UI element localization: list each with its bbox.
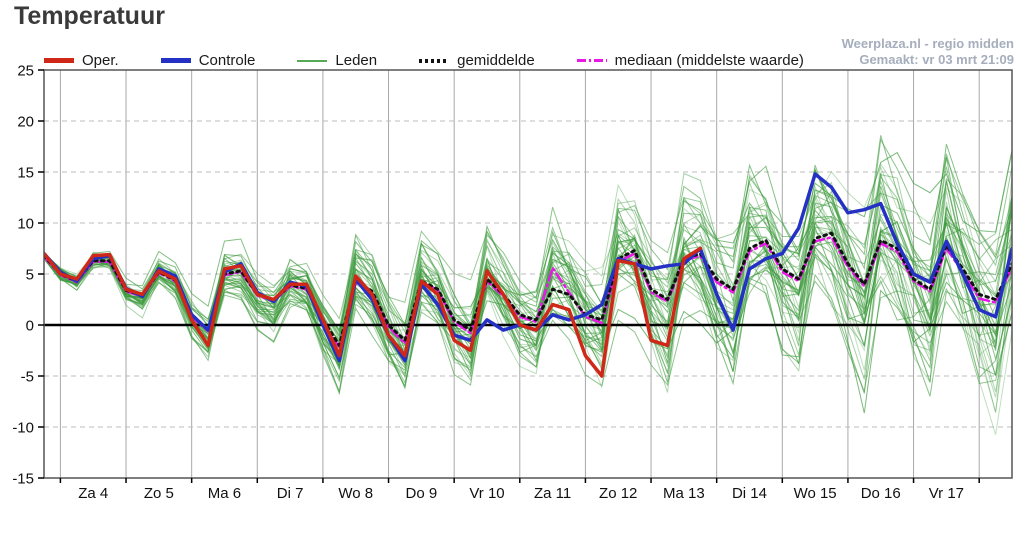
leden-line-swatch-icon (297, 59, 328, 62)
series-line-oper (44, 246, 703, 378)
svg-text:Do 16: Do 16 (861, 485, 901, 502)
svg-text:20: 20 (17, 113, 34, 130)
legend-label-oper: Oper. (82, 52, 119, 69)
svg-text:10: 10 (17, 215, 34, 232)
gemiddelde-line-swatch-icon (419, 58, 450, 63)
svg-text:5: 5 (26, 266, 34, 283)
svg-text:Di 7: Di 7 (277, 485, 304, 502)
watermark-created: Gemaakt: vr 03 mrt 21:09 (859, 52, 1014, 67)
svg-text:Vr 10: Vr 10 (469, 485, 504, 502)
svg-text:15: 15 (17, 164, 34, 181)
svg-text:-10: -10 (12, 419, 34, 436)
svg-text:Vr 17: Vr 17 (929, 485, 964, 502)
svg-text:-15: -15 (12, 470, 34, 487)
svg-text:Ma 6: Ma 6 (208, 485, 241, 502)
svg-text:25: 25 (17, 62, 34, 79)
svg-text:Wo 8: Wo 8 (338, 485, 373, 502)
legend-item-gemiddelde: gemiddelde (419, 52, 535, 69)
svg-text:Zo 12: Zo 12 (599, 485, 637, 502)
legend-item-controle: Controle (160, 52, 256, 69)
legend-item-leden: Leden (297, 52, 377, 69)
legend-label-gemiddelde: gemiddelde (457, 52, 535, 69)
legend-label-mediaan: mediaan (middelste waarde) (614, 52, 804, 69)
svg-text:Za 11: Za 11 (534, 485, 571, 502)
mediaan-line-swatch-icon (576, 59, 607, 62)
chart-legend: Oper. Controle Leden gemiddelde mediaan … (44, 52, 804, 69)
svg-text:Zo 5: Zo 5 (144, 485, 174, 502)
svg-text:Za 4: Za 4 (78, 485, 108, 502)
legend-item-oper: Oper. (44, 52, 119, 69)
legend-label-controle: Controle (198, 52, 256, 69)
legend-label-leden: Leden (335, 52, 378, 69)
forecast-lines (44, 172, 1012, 378)
watermark: Weerplaza.nl - regio midden Gemaakt: vr … (842, 36, 1014, 68)
svg-text:-5: -5 (21, 368, 34, 385)
y-axis-labels: 25 20 15 10 5 0 -5 -10 -15 (12, 62, 44, 487)
watermark-source: Weerplaza.nl - regio midden (841, 36, 1014, 51)
svg-text:0: 0 (26, 317, 34, 334)
page-title: Temperatuur (14, 2, 165, 30)
svg-text:Wo 15: Wo 15 (794, 485, 837, 502)
controle-line-swatch-icon (160, 58, 191, 63)
ensemble-member-lines (44, 135, 1012, 435)
svg-text:Di 14: Di 14 (732, 485, 767, 502)
oper-line-swatch-icon (44, 58, 74, 63)
svg-text:Do 9: Do 9 (406, 485, 438, 502)
x-axis-labels: Za 4 Zo 5 Ma 6 Di 7 Wo 8 Do 9 Vr 10 Za 11 Zo 12 M… (59, 478, 980, 502)
svg-text:Ma 13: Ma 13 (663, 485, 705, 502)
legend-item-mediaan: mediaan (middelste waarde) (576, 52, 804, 69)
